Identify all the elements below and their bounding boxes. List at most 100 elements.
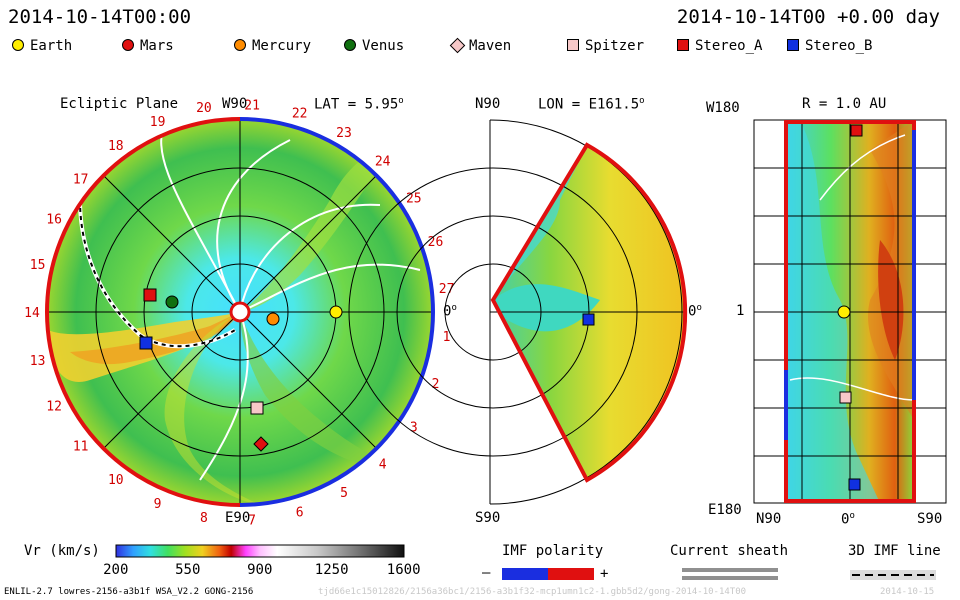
legend-item-mars: Mars (122, 38, 174, 54)
sector-number: 5 (340, 486, 348, 501)
sun-icon (229, 301, 251, 323)
legend-item-label: Mars (140, 38, 174, 54)
earth-marker-radial (837, 305, 851, 319)
stereo-b-marker-radial (848, 478, 861, 491)
circle-icon (122, 39, 134, 51)
run-id: tjd66e1c15012826/2156a36bc1/2156-a3b1f32… (318, 587, 747, 597)
square-icon (787, 39, 799, 51)
sector-number: 13 (30, 354, 46, 369)
sector-number: 24 (375, 155, 391, 170)
sector-number: 15 (30, 258, 46, 273)
legend-item-stereo-a: Stereo_A (677, 38, 762, 54)
sector-number: 12 (46, 399, 62, 414)
field-line (239, 263, 421, 313)
legend-item-label: Earth (30, 38, 73, 54)
sector-number: 1 (443, 330, 451, 345)
stereo-b-marker-merid (582, 313, 595, 326)
radial-title: R = 1.0 AU (802, 96, 887, 112)
object-markers (139, 124, 863, 491)
imf-line-label: 3D IMF line (848, 543, 941, 559)
spitzer-marker-radial (839, 391, 852, 404)
current-sheath-label: Current sheath (670, 543, 789, 559)
radial-x-label-s90: S90 (917, 511, 943, 527)
circle-icon (344, 39, 356, 51)
field-line (199, 311, 249, 481)
radial-mid-label: 1 (736, 303, 745, 319)
sector-number: 18 (108, 139, 124, 154)
legend-item-venus: Venus (344, 38, 404, 54)
legend-item-label: Venus (362, 38, 405, 54)
meridional-bottom-label: S90 (475, 510, 501, 526)
ecliptic-top-label: W90 (222, 96, 248, 112)
sector-number: 22 (292, 107, 308, 122)
datetime-left: 2014-10-14T00:00 (8, 6, 192, 28)
circle-icon (234, 39, 246, 51)
datetime-right: 2014-10-14T00 +0.00 day (676, 6, 940, 28)
imf-polarity-label: IMF polarity (502, 543, 604, 559)
legend-item-label: Maven (469, 38, 512, 54)
imf-polarity-plus: + (600, 566, 609, 582)
sector-number: 7 (248, 514, 256, 529)
sector-number: 25 (406, 192, 422, 207)
legend-item-stereo-b: Stereo_B (787, 38, 872, 54)
ecliptic-lat-label: LAT = 5.95o (314, 96, 404, 113)
sector-number: 6 (296, 505, 304, 520)
radial-surface-panel (753, 119, 947, 504)
sector-number: 9 (154, 497, 162, 512)
legend-item-earth: Earth (12, 38, 72, 54)
model-info: ENLIL-2.7 lowres-2156-a3b1f WSA_V2.2 GON… (4, 587, 254, 597)
mercury-marker (266, 312, 280, 326)
colorbar-tick: 900 (247, 562, 273, 578)
legend-item-mercury: Mercury (234, 38, 311, 54)
current-sheath-swatch (682, 568, 778, 572)
sector-number: 26 (428, 235, 444, 250)
sector-number: 8 (200, 511, 208, 526)
stereo-a-marker-radial (850, 124, 863, 137)
radial-bottom-label: E180 (708, 502, 742, 518)
maven-marker (253, 436, 269, 452)
colorbar-tick: 200 (103, 562, 129, 578)
sector-number: 17 (73, 172, 89, 187)
square-icon (677, 39, 689, 51)
spitzer-marker (250, 401, 264, 415)
earth-marker (329, 305, 343, 319)
colorbar-tick: 1250 (314, 562, 349, 578)
legend-item-label: Stereo_A (695, 38, 763, 54)
colorbar-tick: 550 (175, 562, 201, 578)
sector-number: 19 (150, 115, 166, 130)
meridional-top-label: N90 (475, 96, 501, 112)
imf-line-3d (79, 199, 236, 348)
sector-number: 4 (379, 457, 387, 472)
colorbar (115, 544, 405, 558)
run-date: 2014-10-15 (880, 587, 935, 597)
imf-polarity-minus: – (482, 565, 491, 581)
legend-item-maven: Maven (449, 37, 512, 54)
circle-icon (12, 39, 24, 51)
ecliptic-bottom-label: E90 (225, 510, 251, 526)
sector-number: 23 (336, 126, 352, 141)
stereo-a-marker (143, 288, 157, 302)
sector-number: 11 (73, 440, 89, 455)
legend-item-spitzer: Spitzer (567, 38, 644, 54)
imf-polarity-positive (548, 568, 594, 580)
square-icon (567, 39, 579, 51)
field-line (239, 203, 381, 313)
ecliptic-right-label: 0o (443, 303, 457, 320)
sector-number: 3 (410, 420, 418, 435)
meridional-right-label: 0o (688, 303, 702, 320)
radial-top-label: W180 (706, 100, 740, 116)
stereo-b-marker (139, 336, 153, 350)
sector-number: 14 (24, 306, 40, 321)
meridional-title: LON = E161.5o (538, 96, 645, 113)
radial-x-label-n90: N90 (756, 511, 782, 527)
sector-number: 21 (244, 98, 260, 113)
colorbar-label: Vr (km/s) (24, 543, 100, 559)
legend-item-label: Spitzer (585, 38, 645, 54)
sector-number: 20 (196, 101, 212, 116)
colorbar-tick: 1600 (386, 562, 421, 578)
sector-number: 2 (432, 377, 440, 392)
imf-polarity-negative (502, 568, 548, 580)
